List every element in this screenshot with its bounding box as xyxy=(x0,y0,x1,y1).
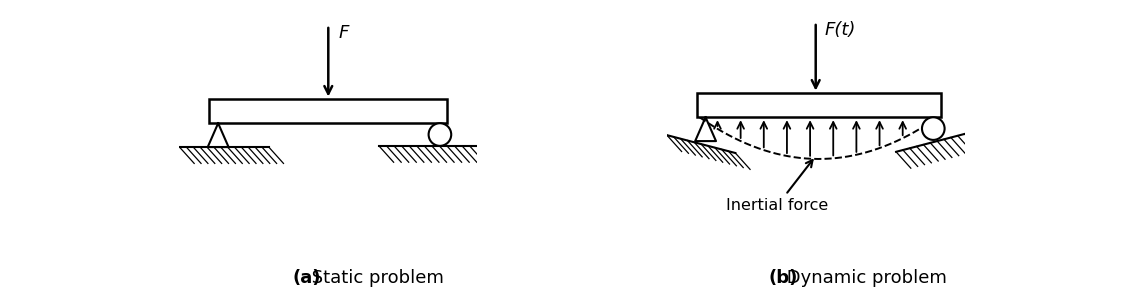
Text: Static problem: Static problem xyxy=(305,269,444,287)
Text: F: F xyxy=(339,24,349,42)
Circle shape xyxy=(429,123,451,146)
Text: (a): (a) xyxy=(293,269,321,287)
Circle shape xyxy=(922,117,945,140)
Text: (b): (b) xyxy=(768,269,797,287)
Text: Inertial force: Inertial force xyxy=(726,160,828,213)
Bar xyxy=(697,93,940,117)
Text: F(t): F(t) xyxy=(825,21,856,39)
Bar xyxy=(209,99,447,123)
Text: Dynamic problem: Dynamic problem xyxy=(781,269,947,287)
